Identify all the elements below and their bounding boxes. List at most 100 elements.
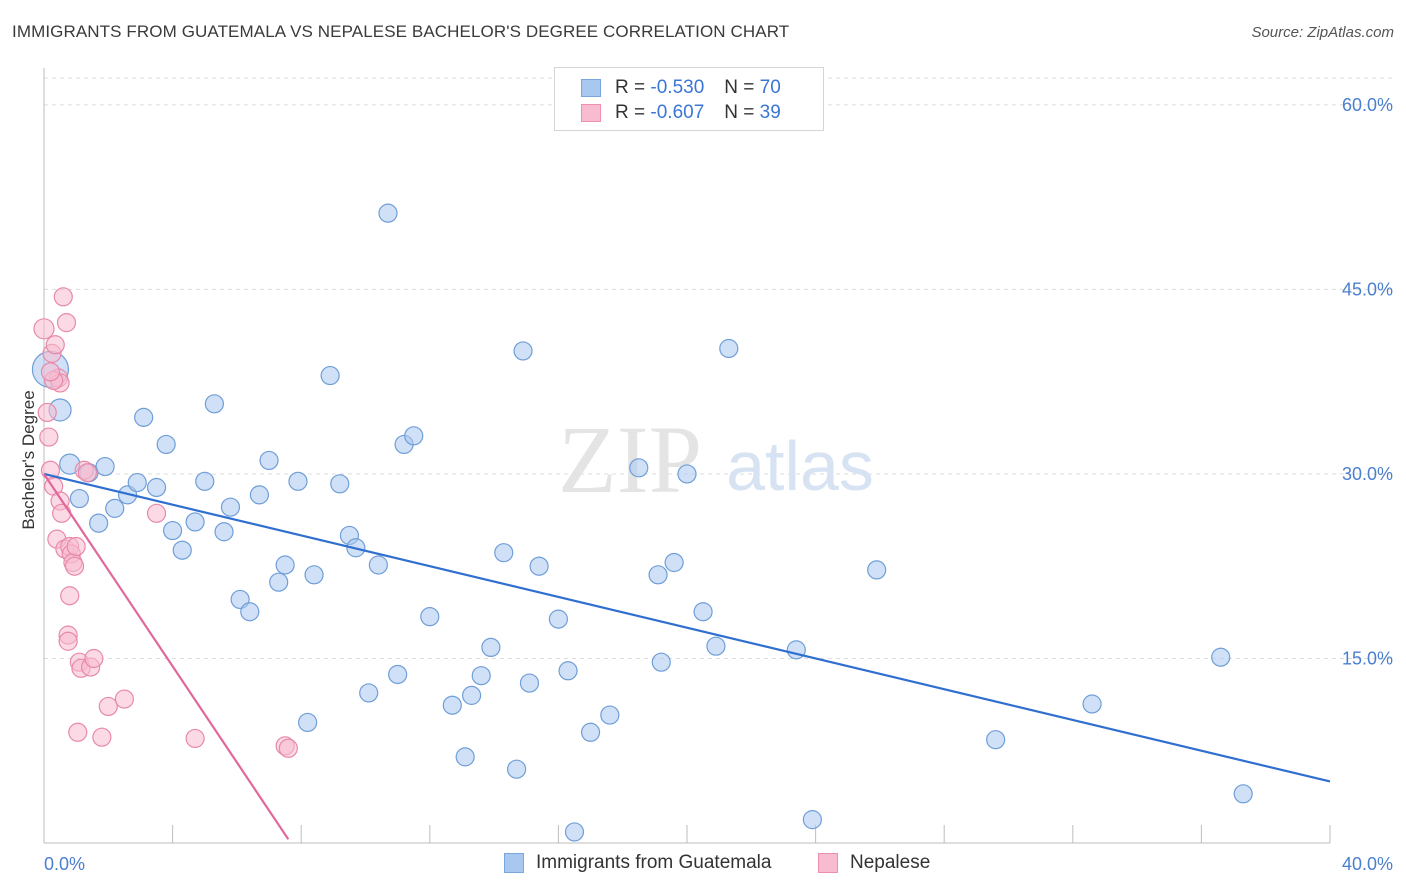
guatemala-point — [651, 652, 671, 672]
y-axis-title: Bachelor's Degree — [19, 390, 38, 529]
guatemala-point — [249, 485, 270, 505]
stats-legend: R = -0.530 N = 70 R = -0.607 N = 39 — [554, 67, 824, 131]
nepalese-point — [68, 722, 88, 742]
guatemala-point — [195, 471, 215, 491]
guatemala-point — [95, 456, 115, 477]
guatemala-point — [664, 552, 684, 573]
legend-item-guatemala: Immigrants from Guatemala — [504, 852, 771, 874]
guatemala-point — [471, 666, 491, 686]
guatemala-point — [548, 609, 569, 629]
guatemala-point — [802, 810, 822, 830]
guatemala-point — [1082, 694, 1102, 714]
trend-lines — [43, 472, 1331, 840]
nepalese-point — [45, 335, 65, 355]
guatemala-point — [420, 607, 440, 627]
nepalese-point — [185, 728, 205, 749]
guatemala-point — [134, 407, 154, 427]
nepalese-point — [146, 503, 167, 523]
grid-lines — [44, 77, 1393, 659]
guatemala-point — [513, 341, 533, 361]
legend-swatch-nepalese — [818, 853, 838, 873]
legend-n-label: N = — [724, 102, 755, 123]
legend-label-guatemala: Immigrants from Guatemala — [536, 852, 772, 873]
guatemala-point — [455, 747, 475, 767]
guatemala-point — [220, 497, 241, 517]
guatemala-point — [275, 555, 295, 575]
nepalese-point — [66, 536, 86, 557]
guatemala-point — [867, 560, 887, 580]
chart-source: Source: ZipAtlas.com — [1251, 24, 1394, 41]
y-tick-label: 45.0% — [1342, 279, 1393, 299]
guatemala-point — [146, 477, 167, 498]
nepalese-point — [77, 463, 98, 483]
guatemala-point — [507, 759, 527, 779]
x-tick-right: 40.0% — [1342, 854, 1393, 874]
legend-r-value: -0.607 — [650, 102, 705, 123]
guatemala-point — [529, 556, 549, 576]
nepalese-point — [58, 631, 78, 651]
nepalese-point — [40, 362, 61, 382]
guatemala-point — [580, 722, 601, 742]
legend-label-nepalese: Nepalese — [850, 852, 931, 873]
guatemala-point — [359, 683, 379, 703]
nepalese-point — [84, 648, 104, 669]
guatemala-trend-line — [43, 472, 1331, 783]
guatemala-point — [677, 464, 697, 484]
guatemala-point — [240, 602, 260, 622]
y-tick-label: 30.0% — [1342, 464, 1393, 484]
guatemala-point — [706, 636, 726, 656]
guatemala-point — [298, 712, 318, 733]
guatemala-point — [304, 565, 324, 585]
guatemala-point — [156, 434, 176, 455]
guatemala-point — [404, 426, 424, 446]
guatemala-point — [481, 637, 501, 658]
guatemala-point — [719, 338, 739, 359]
guatemala-point — [461, 685, 482, 705]
guatemala-point — [986, 730, 1006, 750]
nepalese-point — [37, 402, 57, 423]
guatemala-point — [214, 522, 234, 542]
nepalese-point — [39, 427, 59, 447]
guatemala-point — [629, 458, 649, 478]
guatemala-point — [185, 512, 205, 532]
nepalese-point — [56, 313, 77, 333]
nepalese-point — [60, 586, 80, 606]
guatemala-point — [519, 673, 540, 693]
legend-r-label: R = — [615, 102, 646, 123]
nepalese-point — [52, 503, 72, 523]
axes — [43, 68, 1331, 844]
guatemala-point — [1211, 647, 1231, 667]
legend-n-value: 39 — [759, 102, 781, 123]
watermark-zip: ZIP — [558, 406, 702, 513]
nepalese-point — [98, 696, 118, 717]
legend-n-value: 70 — [759, 77, 781, 98]
nepalese-point — [278, 738, 298, 758]
guatemala-point — [127, 472, 147, 493]
guatemala-point — [320, 365, 340, 386]
chart-title: IMMIGRANTS FROM GUATEMALA VS NEPALESE BA… — [12, 22, 790, 41]
guatemala-point — [1233, 784, 1253, 804]
legend-r-value: -0.530 — [650, 77, 705, 98]
legend-n-label: N = — [724, 77, 755, 98]
nepalese-point — [92, 727, 112, 747]
guatemala-point — [442, 695, 462, 715]
series-legend: Immigrants from Guatemala Nepalese — [0, 852, 1406, 878]
watermark-atlas: atlas — [726, 427, 874, 505]
nepalese-trend-line — [43, 473, 290, 840]
guatemala-point — [89, 513, 109, 533]
guatemala-point — [259, 450, 279, 471]
legend-r-label: R = — [615, 77, 646, 98]
guatemala-point — [494, 543, 514, 563]
guatemala-point — [648, 565, 668, 585]
legend-row-guatemala: R = -0.530 N = 70 — [581, 76, 781, 100]
nepalese-point — [33, 318, 55, 340]
guatemala-point — [368, 555, 388, 575]
guatemala-point — [163, 520, 183, 541]
guatemala-point — [564, 822, 585, 842]
guatemala-point — [105, 498, 125, 518]
data-points — [31, 203, 1253, 842]
legend-swatch-guatemala — [581, 79, 601, 97]
guatemala-point — [330, 474, 350, 494]
legend-row-nepalese: R = -0.607 N = 39 — [581, 101, 781, 125]
